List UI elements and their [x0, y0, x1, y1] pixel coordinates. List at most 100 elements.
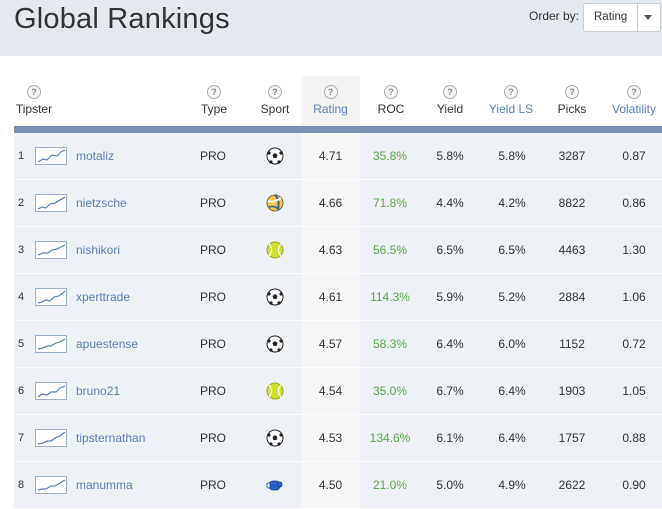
order-by-select[interactable]: Rating — [583, 3, 661, 32]
header-type[interactable]: ? Type — [194, 85, 234, 116]
order-by-label: Order by: — [529, 9, 580, 23]
table-row[interactable]: 8 manumma PRO 4.50 21.0% 5.0% 4.9% 2622 … — [14, 462, 662, 509]
header-rating[interactable]: ? Rating — [301, 85, 360, 116]
table-header-rule — [14, 126, 662, 133]
header-label[interactable]: Rating — [313, 102, 348, 116]
sparkline-chart-icon[interactable] — [35, 429, 67, 447]
volatility-value: 0.72 — [622, 337, 646, 351]
picks-value: 3287 — [558, 149, 586, 163]
yield-ls-value: 5.2% — [498, 290, 526, 304]
header-yield[interactable]: ? Yield — [422, 85, 478, 116]
rankings-table-body: 1 motaliz PRO 4.71 35.8% 5.8% 5.8% 3 2 8 7 … — [14, 133, 662, 509]
tipster-name-link[interactable]: bruno21 — [76, 384, 121, 398]
sparkline-chart-icon[interactable] — [35, 288, 67, 306]
yield-value: 5.8% — [436, 149, 464, 163]
help-icon[interactable]: ? — [268, 85, 282, 99]
table-row[interactable]: 6 bruno21 PRO 4.54 35.0% 6.7% 6.4% 1903 … — [14, 368, 662, 415]
rank-number: 6 — [18, 385, 25, 397]
picks-value: 2884 — [558, 290, 586, 304]
header-picks[interactable]: ? Picks — [544, 85, 600, 116]
tipster-name-link[interactable]: xperttrade — [76, 290, 131, 304]
yield-ls-value: 6.4% — [498, 384, 526, 398]
sparkline-chart-icon[interactable] — [35, 241, 67, 259]
volatility-value: 0.86 — [622, 196, 646, 210]
help-icon[interactable]: ? — [207, 85, 221, 99]
table-row[interactable]: 2 nietzsche PRO 4.66 71.8% 4.4% 4.2% 882… — [14, 180, 662, 227]
yield-value: 5.9% — [436, 290, 464, 304]
rank-number: 1 — [18, 150, 25, 162]
tipster-name-link[interactable]: motaliz — [76, 149, 115, 163]
rating-cell-bg — [301, 415, 360, 461]
page-header: Global Rankings Order by: Rating — [0, 0, 662, 56]
rating-value: 4.54 — [318, 384, 343, 398]
soccer-ball-icon — [266, 335, 284, 353]
header-yield-ls[interactable]: ? Yield LS — [483, 85, 539, 116]
sparkline-chart-icon[interactable] — [35, 382, 67, 400]
header-label: Tipster — [15, 102, 53, 116]
header-label[interactable]: Volatility — [611, 102, 657, 116]
tipster-type: PRO — [200, 478, 227, 492]
tipster-type: PRO — [200, 196, 227, 210]
tipster-name-link[interactable]: tipsternathan — [76, 431, 146, 445]
roc-value: 56.5% — [372, 243, 408, 257]
header-label[interactable]: Yield LS — [488, 102, 534, 116]
sparkline-chart-icon[interactable] — [35, 476, 67, 494]
rank-number: 7 — [18, 432, 25, 444]
help-icon[interactable]: ? — [443, 85, 457, 99]
yield-value: 5.0% — [436, 478, 464, 492]
header-tipster[interactable]: ? Tipster — [14, 85, 54, 116]
tipster-type: PRO — [200, 290, 227, 304]
yield-value: 6.7% — [436, 384, 464, 398]
header-sport[interactable]: ? Sport — [255, 85, 295, 116]
yield-ls-value: 6.4% — [498, 431, 526, 445]
table-row[interactable]: 3 nishikori PRO 4.63 56.5% 6.5% 6.5% 446… — [14, 227, 662, 274]
yield-value: 4.4% — [436, 196, 464, 210]
yield-value: 6.1% — [436, 431, 464, 445]
help-icon[interactable]: ? — [627, 85, 641, 99]
rating-value: 4.61 — [318, 290, 343, 304]
volatility-value: 1.30 — [622, 243, 646, 257]
picks-value: 8822 — [558, 196, 586, 210]
header-roc[interactable]: ? ROC — [361, 85, 421, 116]
header-volatility[interactable]: ? Volatility — [606, 85, 662, 116]
table-row[interactable]: 4 xperttrade PRO 4.61 114.3% 5.9% 5.2% 2… — [14, 274, 662, 321]
tipster-type: PRO — [200, 384, 227, 398]
rank-number: 4 — [18, 291, 25, 303]
tipster-type: PRO — [200, 337, 227, 351]
table-row[interactable]: 7 tipsternathan PRO 4.53 134.6% 6.1% 6.4… — [14, 415, 662, 462]
table-row[interactable]: 5 apuestense PRO 4.57 58.3% 6.4% 6.0% 11… — [14, 321, 662, 368]
tipster-type: PRO — [200, 243, 227, 257]
help-icon[interactable]: ? — [504, 85, 518, 99]
roc-value: 134.6% — [369, 431, 411, 445]
rating-value: 4.63 — [318, 243, 343, 257]
chevron-down-icon[interactable] — [644, 15, 652, 20]
sparkline-chart-icon[interactable] — [35, 194, 67, 212]
help-icon[interactable]: ? — [27, 85, 41, 99]
tipster-name-link[interactable]: manumma — [76, 478, 133, 492]
picks-value: 1903 — [558, 384, 586, 398]
tipster-name-link[interactable]: apuestense — [76, 337, 139, 351]
picks-value: 4463 — [558, 243, 586, 257]
soccer-ball-icon — [266, 288, 284, 306]
sparkline-chart-icon[interactable] — [35, 147, 67, 165]
soccer-ball-icon — [266, 147, 284, 165]
yield-ls-value: 4.2% — [498, 196, 526, 210]
tipster-name-link[interactable]: nishikori — [76, 243, 121, 257]
rating-value: 4.66 — [318, 196, 343, 210]
sparkline-chart-icon[interactable] — [35, 335, 67, 353]
header-label: Yield — [436, 102, 464, 116]
rank-number: 2 — [18, 197, 25, 209]
header-label: Sport — [260, 102, 290, 116]
tipster-name-link[interactable]: nietzsche — [76, 196, 127, 210]
volatility-value: 1.05 — [622, 384, 646, 398]
rating-cell-bg — [301, 368, 360, 414]
yield-value: 6.4% — [436, 337, 464, 351]
roc-value: 21.0% — [372, 478, 408, 492]
yield-ls-value: 6.5% — [498, 243, 526, 257]
help-icon[interactable]: ? — [384, 85, 398, 99]
yield-ls-value: 4.9% — [498, 478, 526, 492]
help-icon[interactable]: ? — [565, 85, 579, 99]
header-label: Type — [200, 102, 227, 116]
help-icon[interactable]: ? — [323, 85, 338, 99]
table-row[interactable]: 1 motaliz PRO 4.71 35.8% 5.8% 5.8% 3287 … — [14, 133, 662, 180]
